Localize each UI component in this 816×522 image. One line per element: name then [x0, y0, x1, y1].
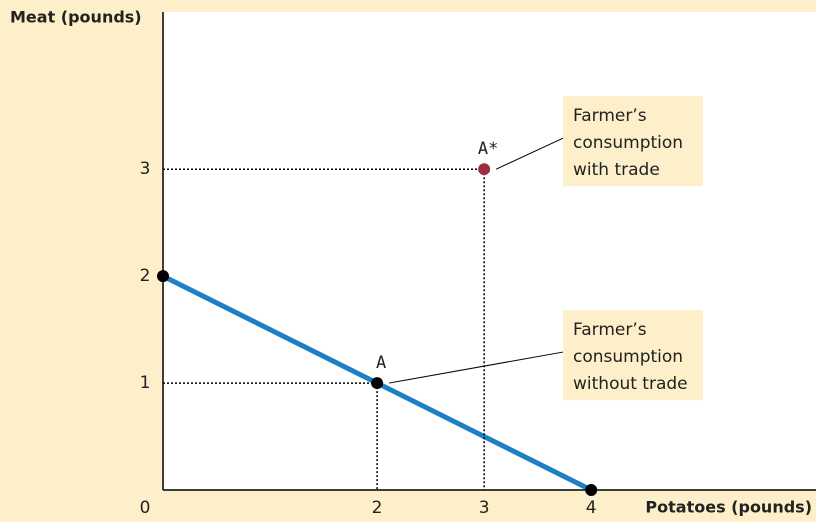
x-tick-label: 3	[479, 498, 490, 518]
x-tick-label: 4	[586, 498, 597, 518]
leader-line	[389, 351, 564, 384]
point	[371, 377, 384, 390]
annotation-box	[563, 310, 703, 401]
annotation-text: without trade	[573, 374, 688, 394]
x-axis-label: Potatoes (pounds)	[645, 498, 812, 517]
annotation-box	[563, 96, 703, 187]
annotation-text: Farmer’s	[573, 106, 647, 126]
y-tick-label: 1	[140, 373, 151, 393]
point	[585, 484, 598, 496]
leader-line	[495, 137, 564, 170]
point-label: A	[376, 353, 386, 373]
y-tick-label: 3	[140, 159, 151, 179]
y-axis-label: Meat (pounds)	[10, 8, 142, 27]
annotation-text: Farmer’s	[573, 320, 647, 340]
annotation-text: consumption	[573, 347, 683, 367]
x-tick-label: 0	[140, 498, 151, 518]
point-label: A*	[478, 139, 498, 159]
x-tick-label: 2	[372, 498, 383, 518]
point	[157, 270, 169, 283]
y-tick-label: 2	[140, 266, 151, 286]
point	[478, 163, 491, 176]
plot-area	[163, 12, 816, 490]
annotation-text: with trade	[573, 160, 660, 180]
annotation-text: consumption	[573, 133, 683, 153]
